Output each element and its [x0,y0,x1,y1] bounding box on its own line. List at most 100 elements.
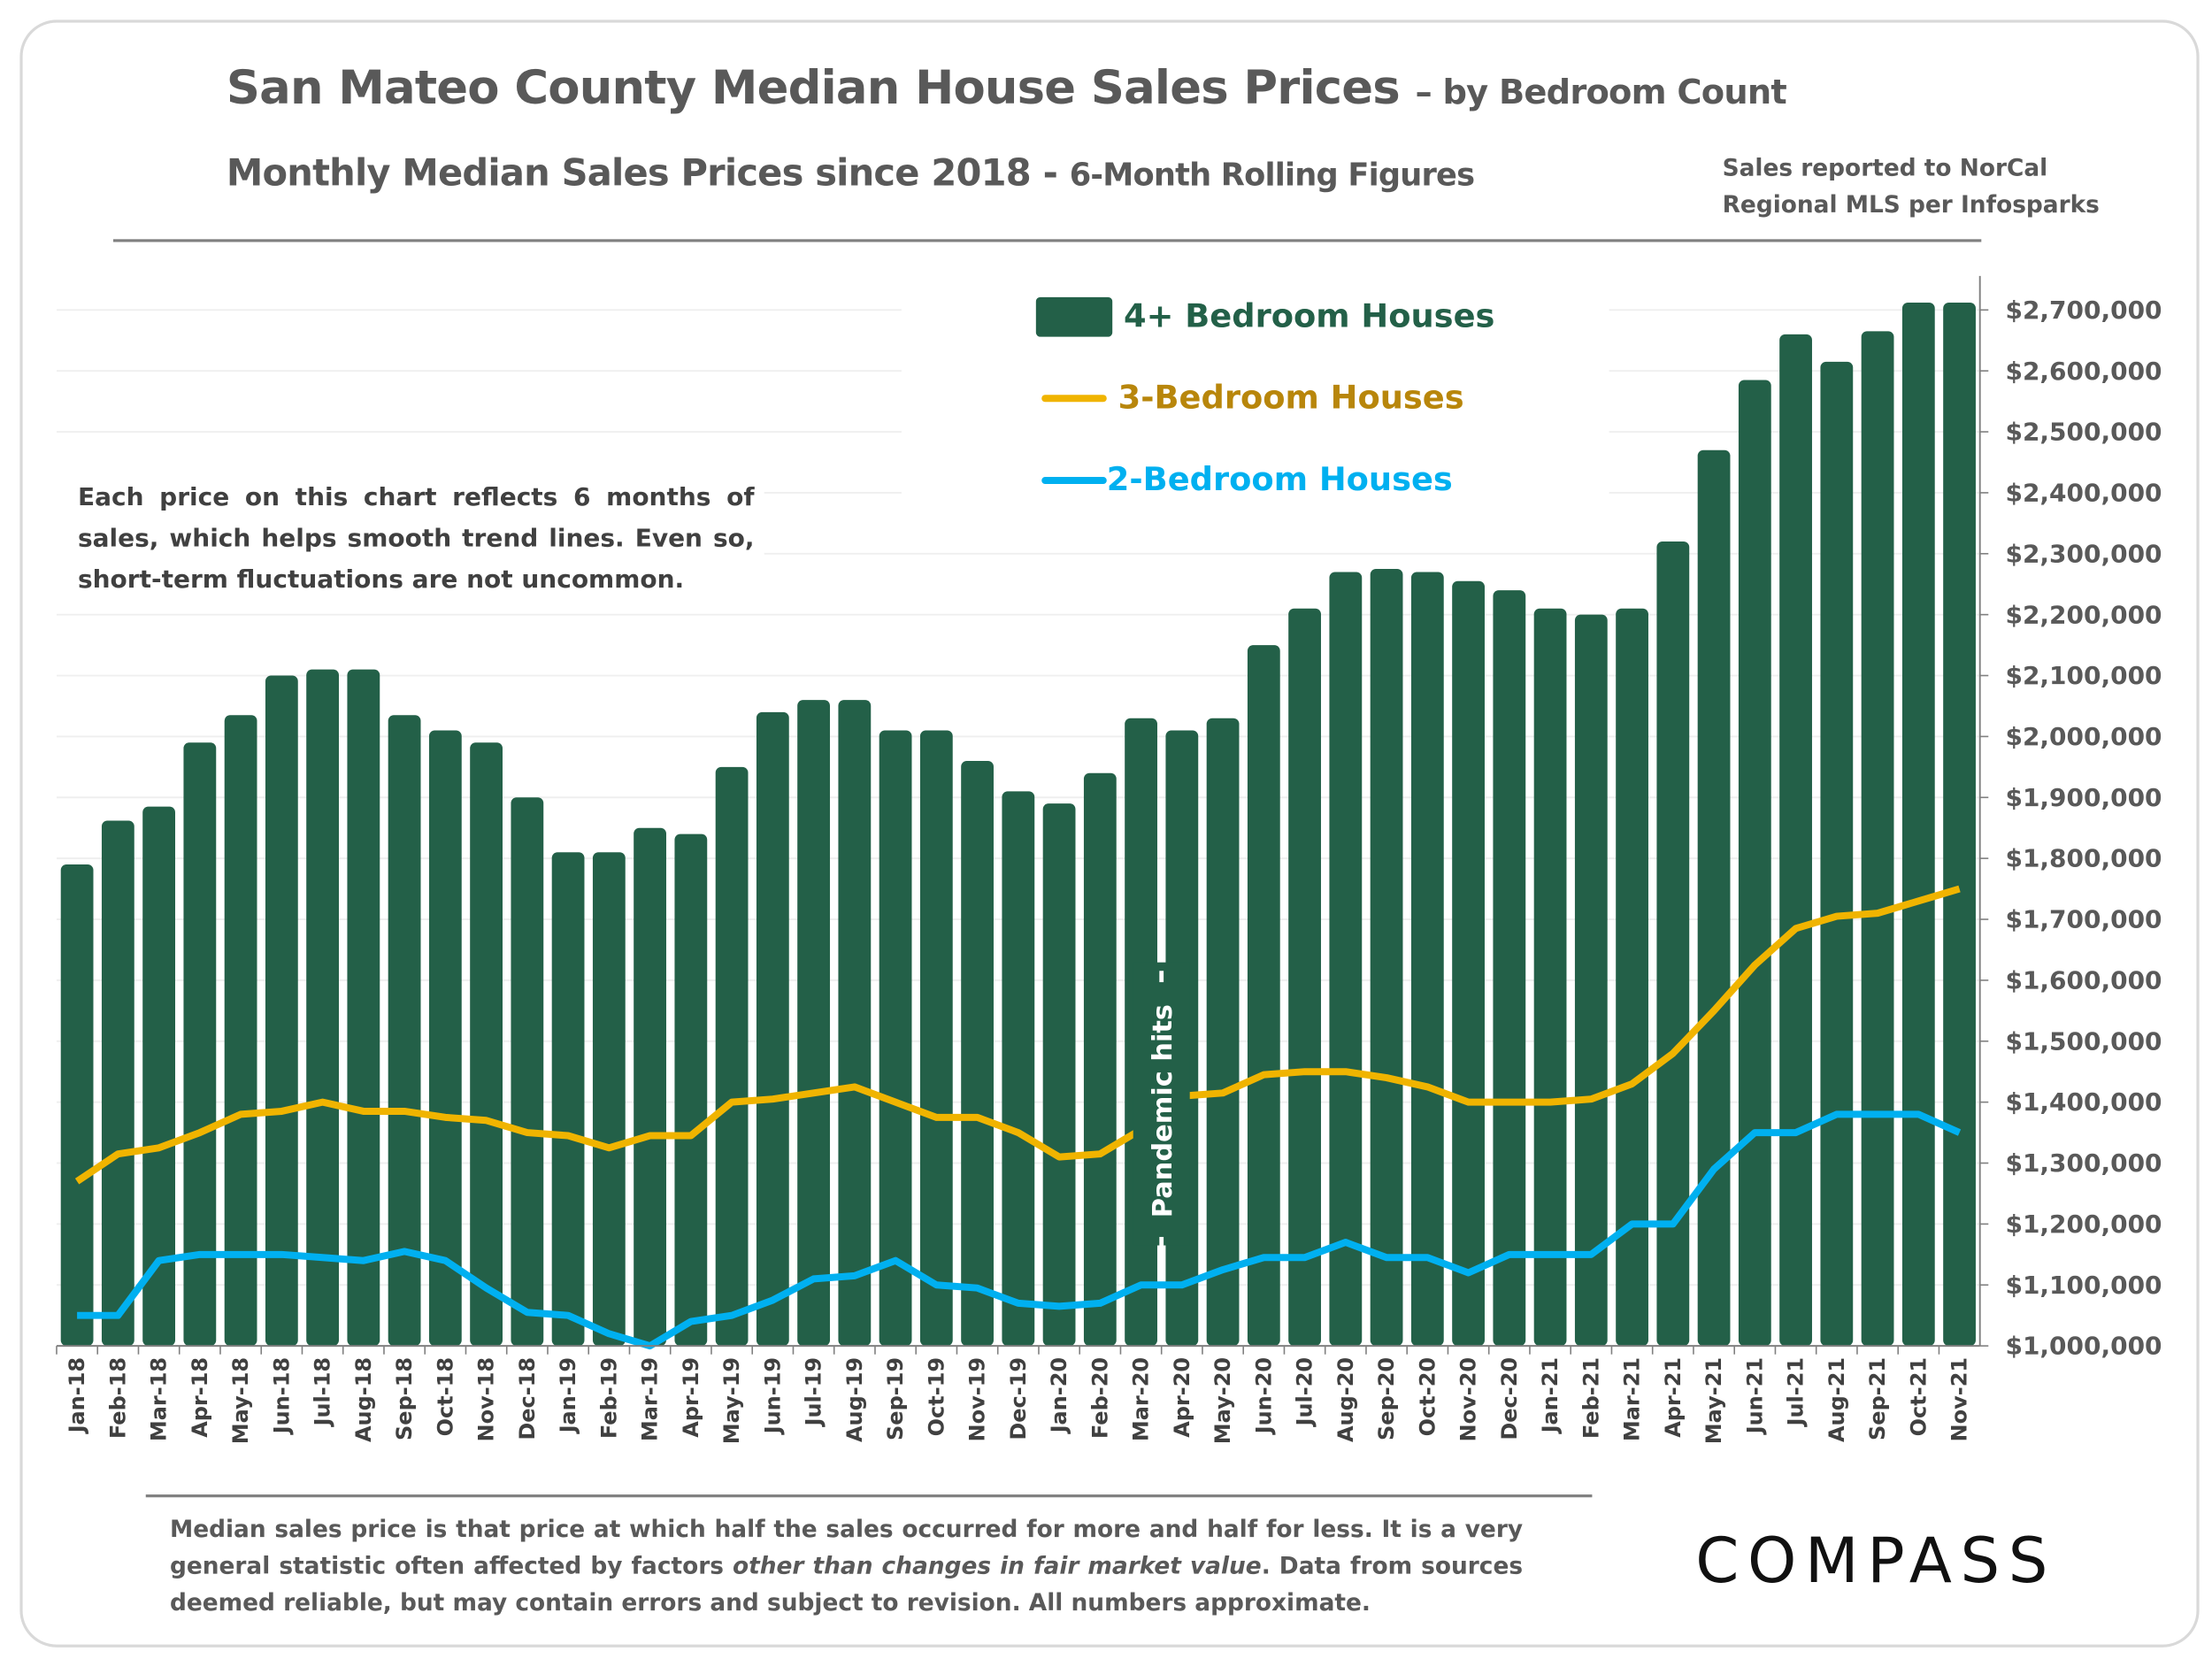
legend-swatch-bar [1035,296,1113,337]
y-tick-label: $2,200,000 [2005,600,2162,629]
bar-Dec-18 [511,797,544,1347]
x-tick-label: Jul-18 [311,1357,335,1428]
bar-Apr-19 [674,833,708,1347]
x-tick-label: Sep-18 [392,1357,417,1440]
x-tick-label: Jun-21 [1742,1357,1767,1435]
bar-Mar-21 [1616,608,1648,1347]
bar-Mar-18 [142,806,175,1347]
bar-Aug-19 [838,700,872,1347]
bar-Jan-18 [60,864,94,1347]
x-tick-label: Mar-19 [638,1357,663,1441]
bar-Apr-21 [1656,541,1690,1347]
bar-Apr-18 [183,742,217,1347]
bar-Oct-21 [1901,303,1935,1347]
y-tick-label: $2,100,000 [2005,661,2162,690]
bar-Nov-19 [961,760,994,1347]
bar-Jul-19 [797,700,830,1347]
chart-note: Each price on this chart reflects 6 mont… [77,484,755,595]
title-main: San Mateo County Median House Sales Pric… [226,59,1401,115]
subtitle-suffix: 6-Month Rolling Figures [1069,158,1475,195]
bar-Oct-19 [919,730,953,1347]
bar-Aug-18 [347,669,380,1347]
x-tick-label: Aug-18 [351,1357,376,1442]
y-tick-label: $1,700,000 [2005,905,2162,934]
bar-Aug-20 [1329,572,1363,1347]
y-tick-label: $1,200,000 [2005,1210,2162,1239]
title-suffix: – by Bedroom Count [1415,72,1787,112]
x-tick-label: Dec-18 [515,1357,540,1440]
y-tick-label: $2,600,000 [2005,357,2162,386]
x-tick-label: Jun-19 [760,1357,785,1435]
x-tick-label: Jan-20 [1047,1357,1071,1435]
x-tick-label: Apr-19 [679,1357,703,1438]
x-tick-label: Dec-19 [1006,1357,1031,1440]
x-tick-label: Jul-20 [1293,1357,1317,1428]
bar-Nov-18 [470,742,503,1347]
y-tick-label: $1,100,000 [2005,1271,2162,1300]
bar-May-20 [1206,718,1240,1347]
x-tick-label: Mar-18 [147,1357,172,1441]
legend-item-4br: 4+ Bedroom Houses [1035,296,1495,337]
bar-Jun-19 [756,711,789,1347]
bar-Nov-20 [1452,580,1485,1347]
bar-Dec-20 [1493,590,1526,1347]
x-tick-label: Nov-19 [965,1357,990,1442]
legend-label: 4+ Bedroom Houses [1124,298,1495,336]
x-tick-label: Feb-21 [1578,1357,1603,1439]
legend-background [901,275,1609,524]
x-tick-label: Dec-20 [1497,1357,1522,1440]
x-tick-label: Feb-20 [1087,1357,1112,1439]
y-tick-label: $1,000,000 [2005,1332,2162,1361]
chart-title: San Mateo County Median House Sales Pric… [226,59,1787,115]
bar-Jun-18 [265,675,298,1347]
bar-Jan-21 [1533,608,1567,1347]
x-tick-label: Jun-20 [1251,1357,1276,1435]
bar-Sep-20 [1370,568,1403,1347]
y-tick-label: $2,700,000 [2005,296,2162,325]
bar-Jul-18 [306,669,339,1347]
slide-frame [19,19,2200,1647]
y-tick-label: $1,300,000 [2005,1148,2162,1178]
x-tick-label: May-20 [1210,1357,1235,1444]
x-tick-label: Jan-19 [556,1357,580,1435]
y-tick-label: $1,800,000 [2005,844,2162,873]
bar-Feb-18 [101,820,134,1347]
y-tick-label: $1,900,000 [2005,783,2162,812]
bar-Jan-20 [1042,803,1076,1347]
x-tick-label: Nov-21 [1947,1357,1972,1442]
y-tick-label: $1,500,000 [2005,1026,2162,1056]
bar-Jul-20 [1288,608,1321,1347]
x-tick-label: Jul-21 [1784,1357,1809,1428]
bar-Nov-21 [1943,303,1976,1347]
bar-Oct-18 [428,730,462,1347]
x-tick-label: Oct-21 [1906,1357,1931,1436]
y-tick-label: $1,600,000 [2005,965,2162,995]
chart-subtitle: Monthly Median Sales Prices since 2018 -… [227,153,1475,196]
source-note: Sales reported to NorCal Regional MLS pe… [1722,154,2100,219]
y-tick-label: $2,500,000 [2005,418,2162,447]
compass-logo: COMPASS [1695,1525,2057,1598]
bar-Mar-19 [634,827,666,1347]
legend-swatch-line [1041,395,1107,403]
x-tick-label: Mar-21 [1620,1357,1645,1441]
x-tick-label: Nov-20 [1456,1357,1481,1442]
x-tick-label: Nov-18 [474,1357,499,1442]
bar-Jan-19 [551,852,585,1347]
legend-item-3br: 3-Bedroom Houses [1041,380,1464,417]
footer-divider [145,1494,1593,1498]
bar-Jun-21 [1738,380,1771,1347]
footer-text: Median sales price is that price at whic… [169,1516,1524,1580]
bar-Jun-20 [1247,645,1280,1347]
x-tick-label: Apr-18 [188,1357,212,1438]
bar-May-18 [224,715,257,1347]
footer-text-end: . Data from sources deemed reliable, but… [169,1552,1524,1617]
x-tick-label: Oct-18 [433,1357,457,1436]
x-tick-label: Feb-18 [105,1357,130,1439]
bar-Oct-20 [1410,572,1444,1347]
legend-item-2br: 2-Bedroom Houses [1041,461,1453,499]
bar-Feb-21 [1574,614,1608,1347]
x-tick-label: Feb-19 [596,1357,621,1439]
y-tick-label: $2,000,000 [2005,722,2162,751]
